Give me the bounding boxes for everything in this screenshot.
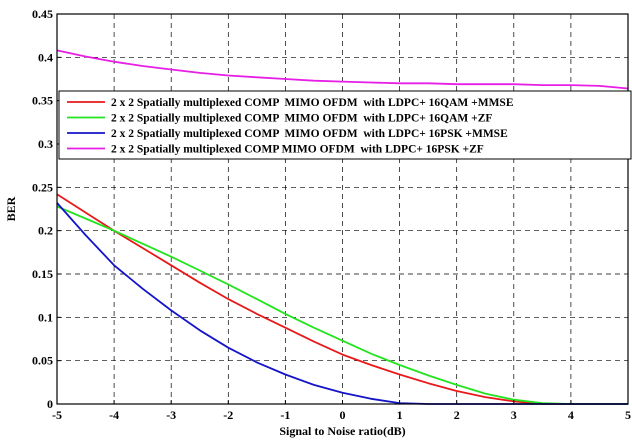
x-tick-label: -2 — [223, 408, 233, 422]
x-tick-label: -5 — [52, 408, 62, 422]
y-tick-label: 0.05 — [32, 354, 53, 368]
axis-ticks: -5 -4 -3 -2 -1 0 1 2 3 4 5 0 0.05 0.1 0.15 0.2 0.25 0.3 0.… — [32, 7, 631, 422]
series-line-4 — [56, 49, 629, 90]
x-tick-label: -3 — [166, 408, 176, 422]
x-tick-label: 5 — [625, 408, 631, 422]
legend-label: 2 x 2 Spatially multiplexed COMP MIMO OF… — [111, 97, 514, 109]
y-tick-label: 0 — [47, 397, 53, 411]
legend-box — [58, 90, 632, 160]
x-tick-label: 2 — [454, 408, 460, 422]
x-tick-label: 1 — [397, 408, 403, 422]
y-axis-label: BER — [4, 196, 18, 221]
y-tick-label: 0.35 — [32, 94, 53, 108]
x-tick-label: -1 — [280, 408, 290, 422]
y-tick-label: 0.45 — [32, 7, 53, 21]
series-line-2 — [56, 205, 628, 405]
y-tick-label: 0.15 — [32, 267, 53, 281]
legend-label: 2 x 2 Spatially multiplexed COMP MIMO OF… — [111, 144, 484, 156]
x-tick-label: 0 — [340, 408, 346, 422]
y-tick-label: 0.2 — [38, 224, 53, 238]
x-tick-label: 3 — [511, 408, 517, 422]
y-tick-label: 0.3 — [38, 137, 53, 151]
x-tick-label: 4 — [568, 408, 574, 422]
legend-label: 2 x 2 Spatially multiplexed COMP MIMO OF… — [111, 113, 492, 125]
legend: 2 x 2 Spatially multiplexed COMP MIMO OF… — [58, 90, 632, 160]
x-tick-label: -4 — [109, 408, 119, 422]
y-tick-label: 0.4 — [38, 50, 53, 64]
y-tick-label: 0.1 — [38, 310, 53, 324]
y-tick-label: 0.25 — [32, 180, 53, 194]
x-axis-label: Signal to Noise ratio(dB) — [279, 424, 405, 438]
legend-label: 2 x 2 Spatially multiplexed COMP MIMO OF… — [111, 128, 508, 140]
